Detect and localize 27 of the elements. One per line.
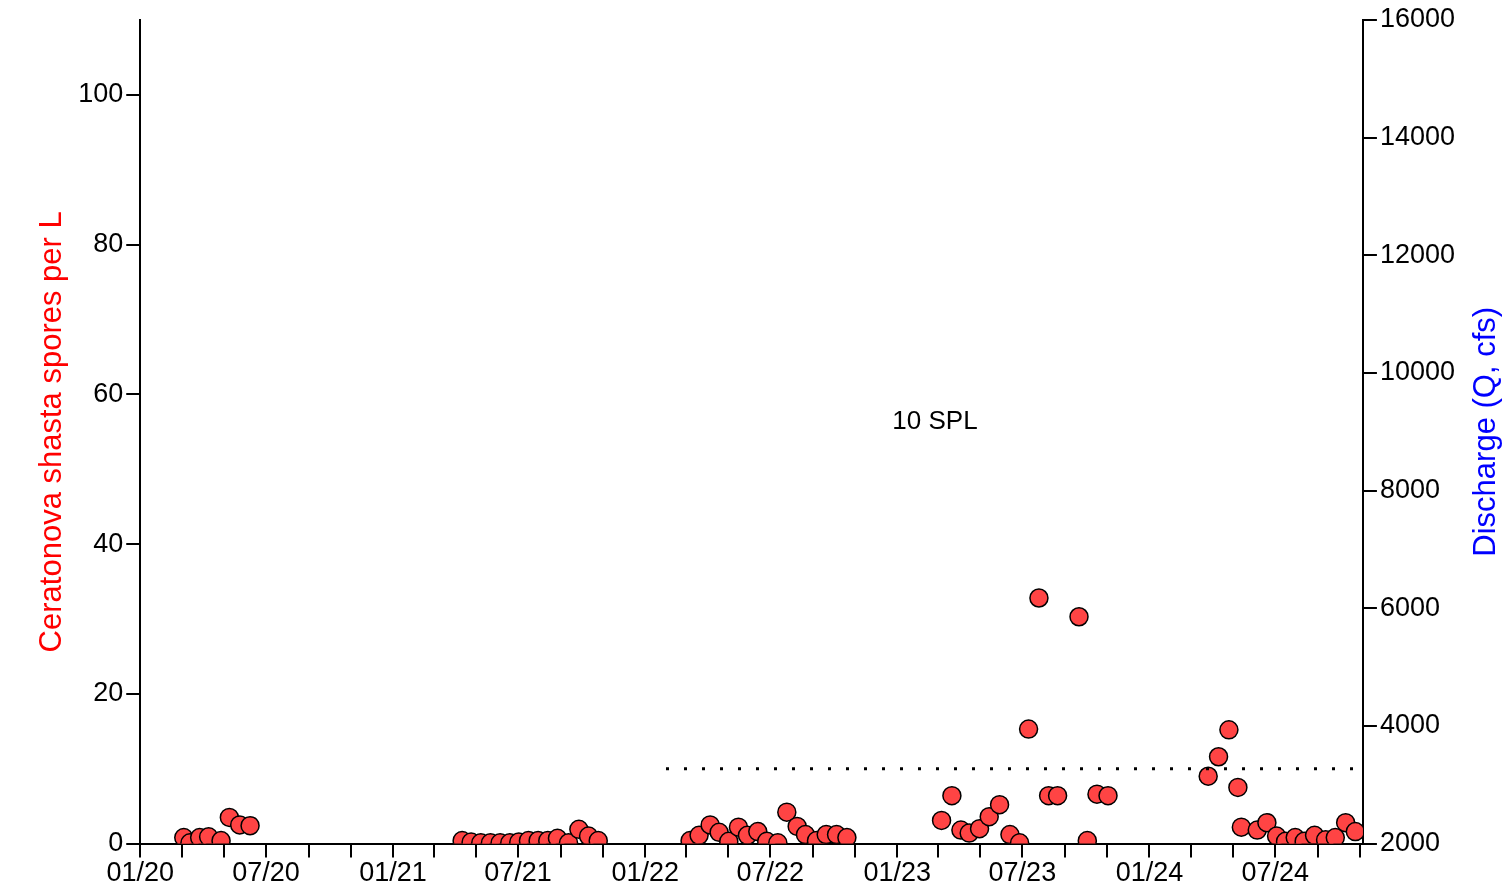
x-tick-label: 01/23 (863, 857, 932, 888)
y-tick-label: 40 (93, 527, 124, 558)
y2-tick-label: 2000 (1379, 827, 1440, 858)
y-tick-label: 100 (78, 78, 124, 109)
x-tick-label: 07/22 (736, 857, 805, 888)
x-tick-label: 01/22 (611, 857, 679, 888)
x-tick-label: 07/20 (232, 857, 300, 888)
x-tick-label: 01/21 (359, 857, 427, 888)
x-tick-label: 07/24 (1241, 857, 1309, 888)
y-tick-label: 60 (93, 377, 124, 408)
x-tick-label: 07/23 (988, 857, 1057, 888)
y-axis-title: Ceratonova shasta spores per L (33, 211, 69, 653)
y-tick-label: 20 (93, 677, 124, 708)
x-tick-label: 07/21 (484, 857, 552, 888)
y2-axis-title: Discharge (Q, cfs) (1466, 306, 1502, 557)
y2-tick-label: 8000 (1379, 474, 1440, 505)
y2-tick-label: 6000 (1379, 591, 1440, 622)
y2-tick-label: 16000 (1379, 3, 1456, 34)
y2-tick-label: 4000 (1379, 709, 1440, 740)
y-tick-label: 80 (93, 228, 124, 259)
ref-line-label: 10 SPL (892, 404, 978, 435)
y2-tick-label: 10000 (1379, 356, 1456, 387)
y2-tick-label: 12000 (1379, 238, 1456, 269)
y-tick-label: 0 (108, 827, 124, 858)
x-tick-label: 01/24 (1115, 857, 1184, 888)
x-tick-label: 01/20 (106, 857, 175, 888)
y2-tick-label: 14000 (1379, 121, 1456, 152)
